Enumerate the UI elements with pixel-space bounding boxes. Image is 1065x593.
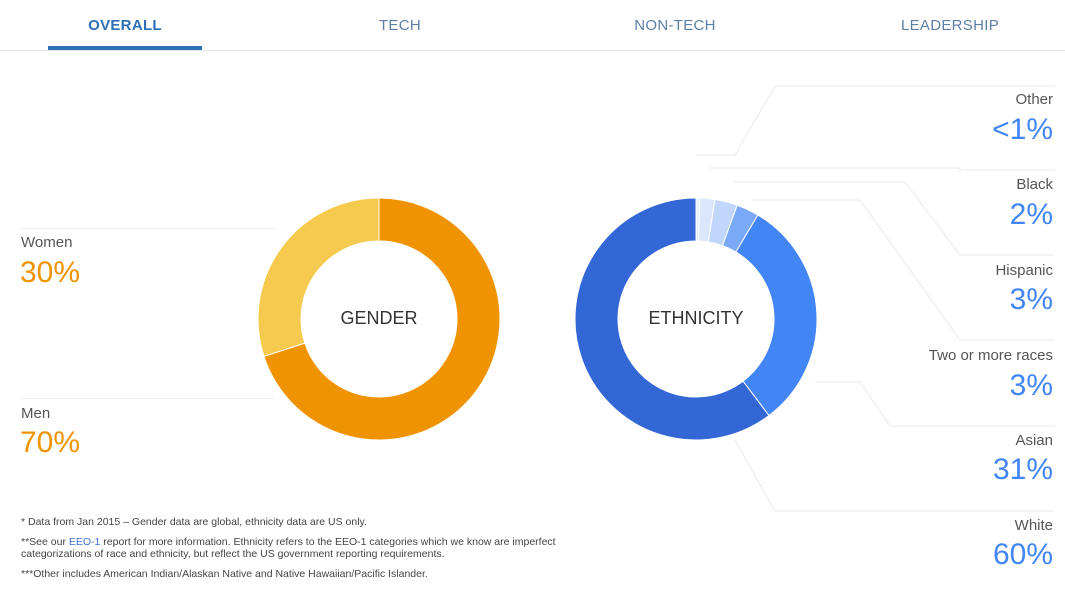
asian-slice [735,214,818,417]
white-value: 60% [992,538,1053,571]
footnote-2-suffix: report for more information. Ethnicity r… [21,536,556,560]
men-slice [263,197,501,441]
two-or-more-value: 3% [1009,369,1053,402]
footnote-1: * Data from Jan 2015 – Gender data are g… [21,516,367,528]
hispanic-label: Hispanic [995,262,1053,279]
women-label: Women [21,234,73,251]
white-slice [574,197,770,441]
women-slice [257,197,380,358]
women-value: 30% [20,256,81,289]
white-leader-line [734,439,1055,512]
women-rule [20,228,275,229]
tab-non-tech[interactable]: NON-TECH [634,16,716,34]
ethnicity-center-label: ETHNICITY [648,308,744,328]
white-label: White [1014,517,1053,534]
other-label: Other [1015,91,1053,108]
footnote-3: ***Other includes American Indian/Alaska… [21,568,428,580]
other-value: <1% [992,113,1053,146]
asian-label: Asian [1015,432,1053,449]
tab-leadership[interactable]: LEADERSHIP [900,16,1000,34]
tab-tech[interactable]: TECH [378,16,422,34]
hispanic-value: 3% [1009,283,1053,316]
other-leader-line [696,85,1055,156]
black-value: 2% [1009,198,1053,231]
two-or-more-leader-line [752,199,1055,341]
men-label: Men [21,405,51,422]
footnote-2-prefix: **See our [21,536,69,548]
black-label: Black [1016,176,1053,193]
gender-donut [257,197,501,441]
footnotes: * Data from Jan 2015 – Gender data are g… [21,516,601,588]
eeo1-link[interactable]: EEO-1 [68,536,101,548]
men-value: 70% [20,426,81,459]
ethnicity-leader-lines [696,85,1055,512]
tab-overall[interactable]: OVERALL [88,16,162,34]
asian-value: 31% [992,453,1053,486]
asian-leader-line [815,381,1055,427]
footnote-2: **See our EEO-1 report for more informat… [21,536,601,560]
two-or-more-label: Two or more races [928,347,1053,364]
black-leader-line [710,167,1055,171]
ethnicity-donut [574,197,818,441]
men-rule [20,398,275,399]
hispanic-leader-line [733,181,1055,256]
tab-bar: OVERALL TECH NON-TECH LEADERSHIP [0,0,1065,51]
gender-center-label: GENDER [340,308,418,328]
active-tab-indicator [48,46,202,50]
